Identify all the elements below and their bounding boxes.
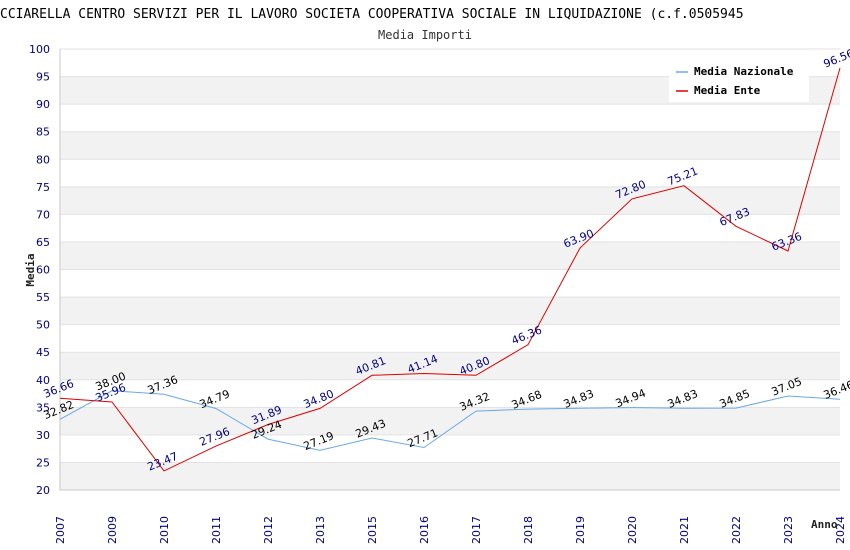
x-tick-label: 2013 <box>314 516 327 544</box>
series-line-media-nazionale <box>59 390 841 451</box>
legend-label-nazionale: Media Nazionale <box>694 65 794 78</box>
grid-band <box>60 324 840 353</box>
legend-label-ente: Media Ente <box>694 84 761 97</box>
x-tick-label: 2023 <box>782 516 795 544</box>
grid-band <box>60 462 840 490</box>
x-tick-label: 2017 <box>470 516 483 544</box>
grid-band <box>60 186 840 215</box>
grid-band <box>60 407 840 435</box>
x-tick-label: 2016 <box>418 516 431 544</box>
y-tick-label: 90 <box>36 98 50 111</box>
y-tick-label: 30 <box>36 429 50 442</box>
legend-box <box>669 60 809 102</box>
grid-bands <box>59 48 840 491</box>
y-tick-label: 20 <box>36 484 50 497</box>
chart-subtitle: Media Importi <box>378 28 472 42</box>
y-tick-label: 70 <box>36 208 50 221</box>
x-tick-label: 2011 <box>210 516 223 544</box>
y-tick-label: 75 <box>36 181 50 194</box>
y-tick-label: 25 <box>36 456 50 469</box>
x-tick-label: 2015 <box>366 516 379 544</box>
series-lines <box>59 67 841 472</box>
y-tick-label: 40 <box>36 374 50 387</box>
y-tick-label: 85 <box>36 126 50 139</box>
x-tick-label: 2021 <box>678 516 691 544</box>
y-tick-label: 100 <box>29 43 50 56</box>
y-axis-ticks: 20 25 30 35 40 45 50 55 60 65 70 75 80 85 90 95 100 <box>29 43 50 497</box>
grid-band <box>60 269 840 298</box>
grid-band <box>60 104 840 132</box>
legend: Media Nazionale Media Ente <box>669 60 809 102</box>
y-tick-label: 50 <box>36 319 50 332</box>
series-line-media-ente <box>59 67 841 472</box>
x-tick-label: 2012 <box>262 516 275 544</box>
x-tick-label: 2024 <box>834 516 847 544</box>
y-tick-label: 55 <box>36 291 50 304</box>
grid-band <box>60 297 840 325</box>
x-tick-label: 2009 <box>106 516 119 544</box>
grid-band <box>60 352 840 380</box>
grid-band <box>60 214 840 242</box>
x-tick-label: 2020 <box>626 516 639 544</box>
grid-band <box>60 159 840 187</box>
y-tick-label: 65 <box>36 236 50 249</box>
x-tick-label: 2010 <box>158 516 171 544</box>
x-tick-label: 2007 <box>54 516 67 544</box>
grid-band <box>60 131 840 160</box>
grid-band <box>60 379 840 408</box>
chart-title: CCIARELLA CENTRO SERVIZI PER IL LAVORO S… <box>0 7 744 22</box>
y-tick-label: 95 <box>36 71 50 84</box>
y-axis-label: Media <box>24 253 37 286</box>
x-tick-label: 2022 <box>730 516 743 544</box>
grid-band <box>60 434 840 463</box>
x-tick-label: 2019 <box>574 516 587 544</box>
x-axis-label: Anno <box>811 518 838 531</box>
y-tick-label: 60 <box>36 264 50 277</box>
grid-band <box>60 241 840 270</box>
y-tick-label: 45 <box>36 346 50 359</box>
x-tick-label: 2018 <box>522 516 535 544</box>
y-tick-label: 80 <box>36 153 50 166</box>
y-tick-label: 35 <box>36 401 50 414</box>
x-axis-ticks: 2007 2009 2010 2011 2012 2013 2015 2016 2017 2018… <box>54 516 847 544</box>
